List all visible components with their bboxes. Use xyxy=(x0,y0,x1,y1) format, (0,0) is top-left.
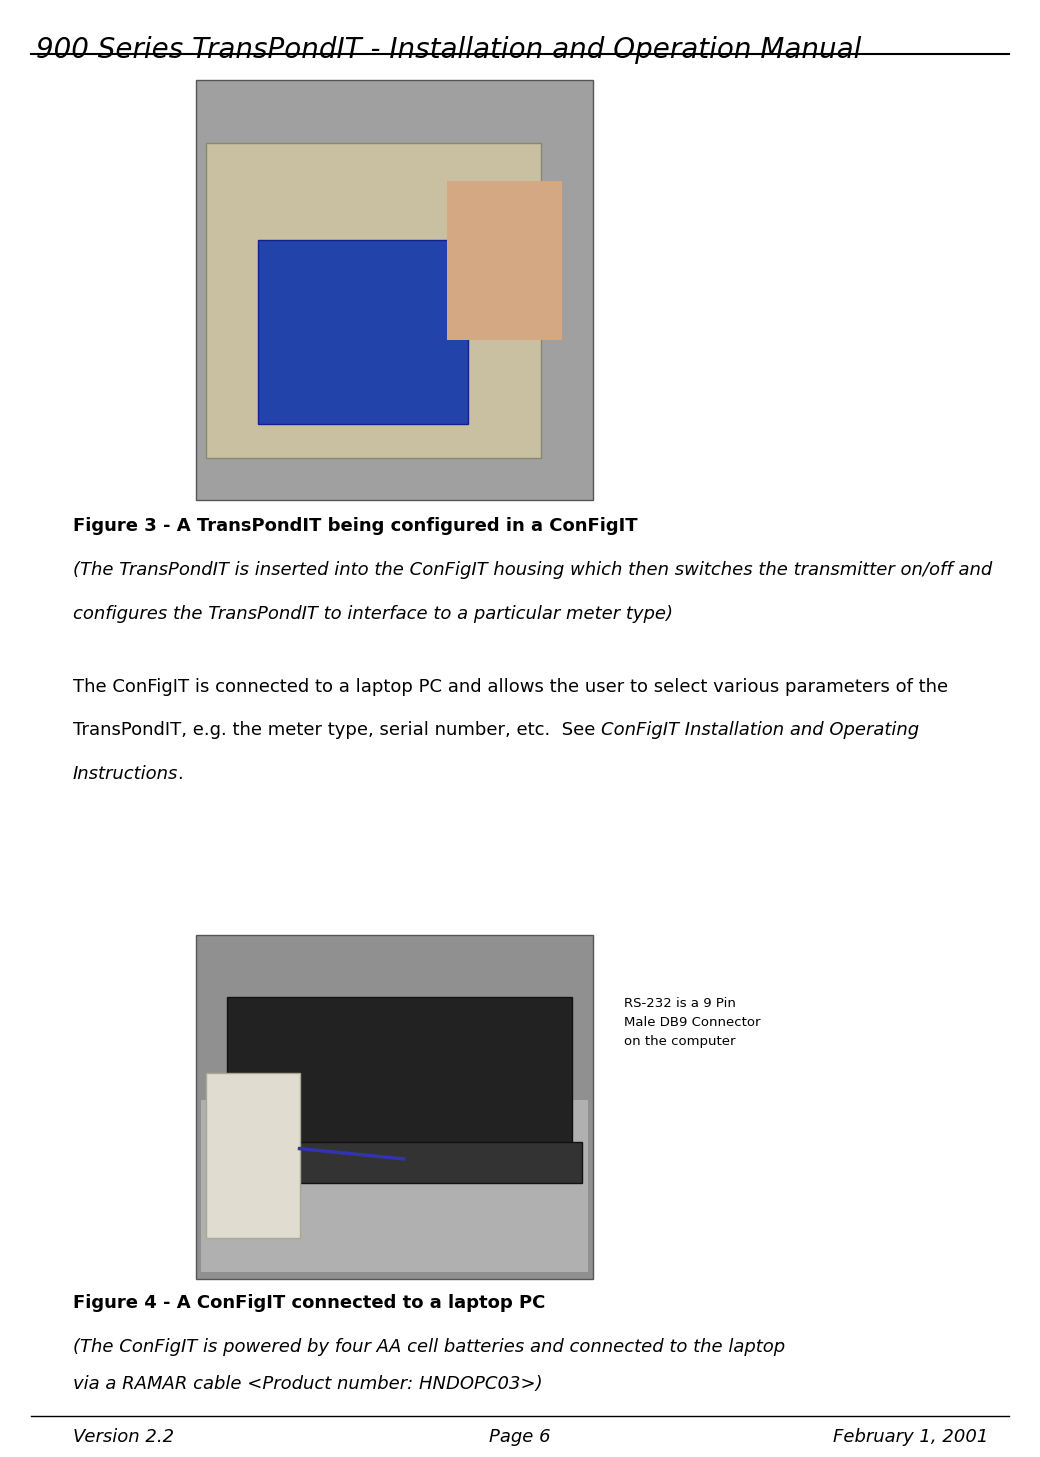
FancyBboxPatch shape xyxy=(227,997,572,1148)
Text: (The TransPondIT is inserted into the ConFigIT housing which then switches the t: (The TransPondIT is inserted into the Co… xyxy=(73,561,992,578)
FancyBboxPatch shape xyxy=(196,80,593,500)
Text: via a RAMAR cable <Product number: HNDOPC03>): via a RAMAR cable <Product number: HNDOP… xyxy=(73,1375,543,1393)
FancyBboxPatch shape xyxy=(206,1072,300,1238)
Text: Figure 4 - A ConFigIT connected to a laptop PC: Figure 4 - A ConFigIT connected to a lap… xyxy=(73,1294,545,1311)
Text: Instructions: Instructions xyxy=(73,765,178,782)
FancyBboxPatch shape xyxy=(206,143,541,457)
Text: RS-232 is a 9 Pin
Male DB9 Connector
on the computer: RS-232 is a 9 Pin Male DB9 Connector on … xyxy=(624,997,760,1048)
Text: 900 Series TransPondIT - Installation and Operation Manual: 900 Series TransPondIT - Installation an… xyxy=(36,36,862,64)
Text: February 1, 2001: February 1, 2001 xyxy=(833,1428,988,1445)
FancyBboxPatch shape xyxy=(196,935,593,1279)
Text: Page 6: Page 6 xyxy=(489,1428,551,1445)
Text: TransPondIT, e.g. the meter type, serial number, etc.  See: TransPondIT, e.g. the meter type, serial… xyxy=(73,721,606,739)
Text: (The ConFigIT is powered by four AA cell batteries and connected to the laptop: (The ConFigIT is powered by four AA cell… xyxy=(73,1338,785,1355)
Text: configures the TransPondIT to interface to a particular meter type): configures the TransPondIT to interface … xyxy=(73,605,673,622)
Text: ConFigIT Installation and Operating: ConFigIT Installation and Operating xyxy=(601,721,919,739)
Text: .: . xyxy=(177,765,183,782)
FancyBboxPatch shape xyxy=(201,1100,588,1272)
Text: The ConFigIT is connected to a laptop PC and allows the user to select various p: The ConFigIT is connected to a laptop PC… xyxy=(73,678,947,695)
Text: Version 2.2: Version 2.2 xyxy=(73,1428,174,1445)
FancyBboxPatch shape xyxy=(216,1142,582,1183)
Text: Figure 3 - A TransPondIT being configured in a ConFigIT: Figure 3 - A TransPondIT being configure… xyxy=(73,517,638,535)
FancyBboxPatch shape xyxy=(447,181,562,341)
FancyBboxPatch shape xyxy=(258,239,468,424)
